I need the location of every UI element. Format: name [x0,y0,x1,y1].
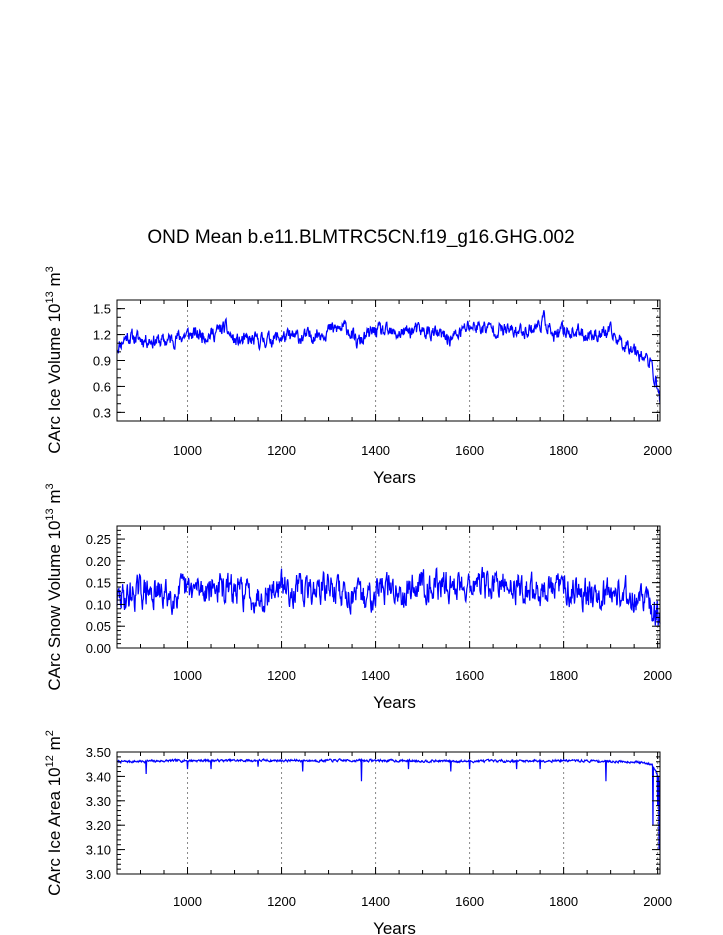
x-tick-label: 1200 [267,894,296,909]
y-tick-label: 3.10 [86,843,111,858]
x-tick-label: 1600 [455,443,484,458]
y-axis-title-exponent: 13 [44,291,56,303]
x-tick-label: 1800 [549,668,578,683]
x-tick-label: 2000 [643,894,672,909]
plot-frame [116,299,661,422]
x-tick-label: 1600 [455,894,484,909]
x-tick-label: 1400 [361,894,390,909]
figure-title: OND Mean b.e11.BLMTRC5CN.f19_g16.GHG.002 [147,227,574,248]
x-tick-label: 1800 [549,894,578,909]
x-tick-label: 1000 [173,894,202,909]
y-axis-title-main: CArc Ice Area 10 [45,767,64,896]
y-axis-title-unit: m [45,272,64,291]
panel-ice-volume: 1000 1200 1400 1600 1800 2000 0.3 0.6 0.9 1.2 1.5 Y… [44,266,672,487]
y-tick-label: 0.6 [93,379,111,394]
plot-frame [116,751,661,875]
y-axis-title: CArc Ice Area 1012 m2 [44,730,64,896]
y-tick-label: 0.25 [86,532,111,547]
y-axis-title-unit-exponent: 3 [44,483,56,489]
panel-ice-area: 1000 1200 1400 1600 1800 2000 3.00 3.10 3.20 3.30… [44,730,672,935]
x-tick-label: 1400 [361,668,390,683]
y-axis-title-main: CArc Ice Volume 10 [45,304,64,454]
y-tick-label: 3.40 [86,769,111,784]
x-tick-label: 1000 [173,668,202,683]
y-tick-label: 0.10 [86,597,111,612]
y-tick-label: 0.15 [86,576,111,591]
x-tick-label: 1400 [361,443,390,458]
y-tick-label: 1.2 [93,328,111,343]
y-tick-label: 0.05 [86,619,111,634]
y-tick-label: 0.9 [93,354,111,369]
x-tick-label: 1600 [455,668,484,683]
x-axis-title: Years [373,693,416,712]
y-tick-label: 0.00 [86,641,111,656]
y-axis-title: CArc Ice Volume 1013 m3 [44,266,64,454]
series-line-snow-volume [116,566,661,626]
x-tick-label: 1200 [267,443,296,458]
y-tick-label: 0.20 [86,554,111,569]
x-tick-label: 1800 [549,443,578,458]
y-axis-title-unit: m [45,489,64,508]
x-axis-title: Years [373,919,416,935]
y-axis-title-unit: m [45,736,64,755]
x-axis-title: Years [373,468,416,487]
x-tick-label: 1200 [267,668,296,683]
y-tick-label: 3.50 [86,745,111,760]
y-axis-title-exponent: 13 [44,508,56,520]
y-tick-label: 3.30 [86,794,111,809]
y-axis-title-main: CArc Snow Volume 10 [45,521,64,691]
panel-snow-volume: 1000 1200 1400 1600 1800 2000 0.00 0.05 0.10 0.15… [44,483,672,712]
x-tick-label: 2000 [643,443,672,458]
y-axis-title-exponent: 12 [44,755,56,767]
y-axis-title-unit-exponent: 3 [44,266,56,272]
series-line-ice-volume [116,310,661,404]
y-tick-label: 3.00 [86,867,111,882]
series-line-ice-area [116,757,661,850]
y-axis-title-unit-exponent: 2 [44,730,56,736]
y-axis-title: CArc Snow Volume 1013 m3 [44,483,64,690]
x-tick-label: 2000 [643,668,672,683]
y-tick-label: 3.20 [86,818,111,833]
x-tick-label: 1000 [173,443,202,458]
y-tick-label: 1.5 [93,302,111,317]
y-tick-label: 0.3 [93,405,111,420]
